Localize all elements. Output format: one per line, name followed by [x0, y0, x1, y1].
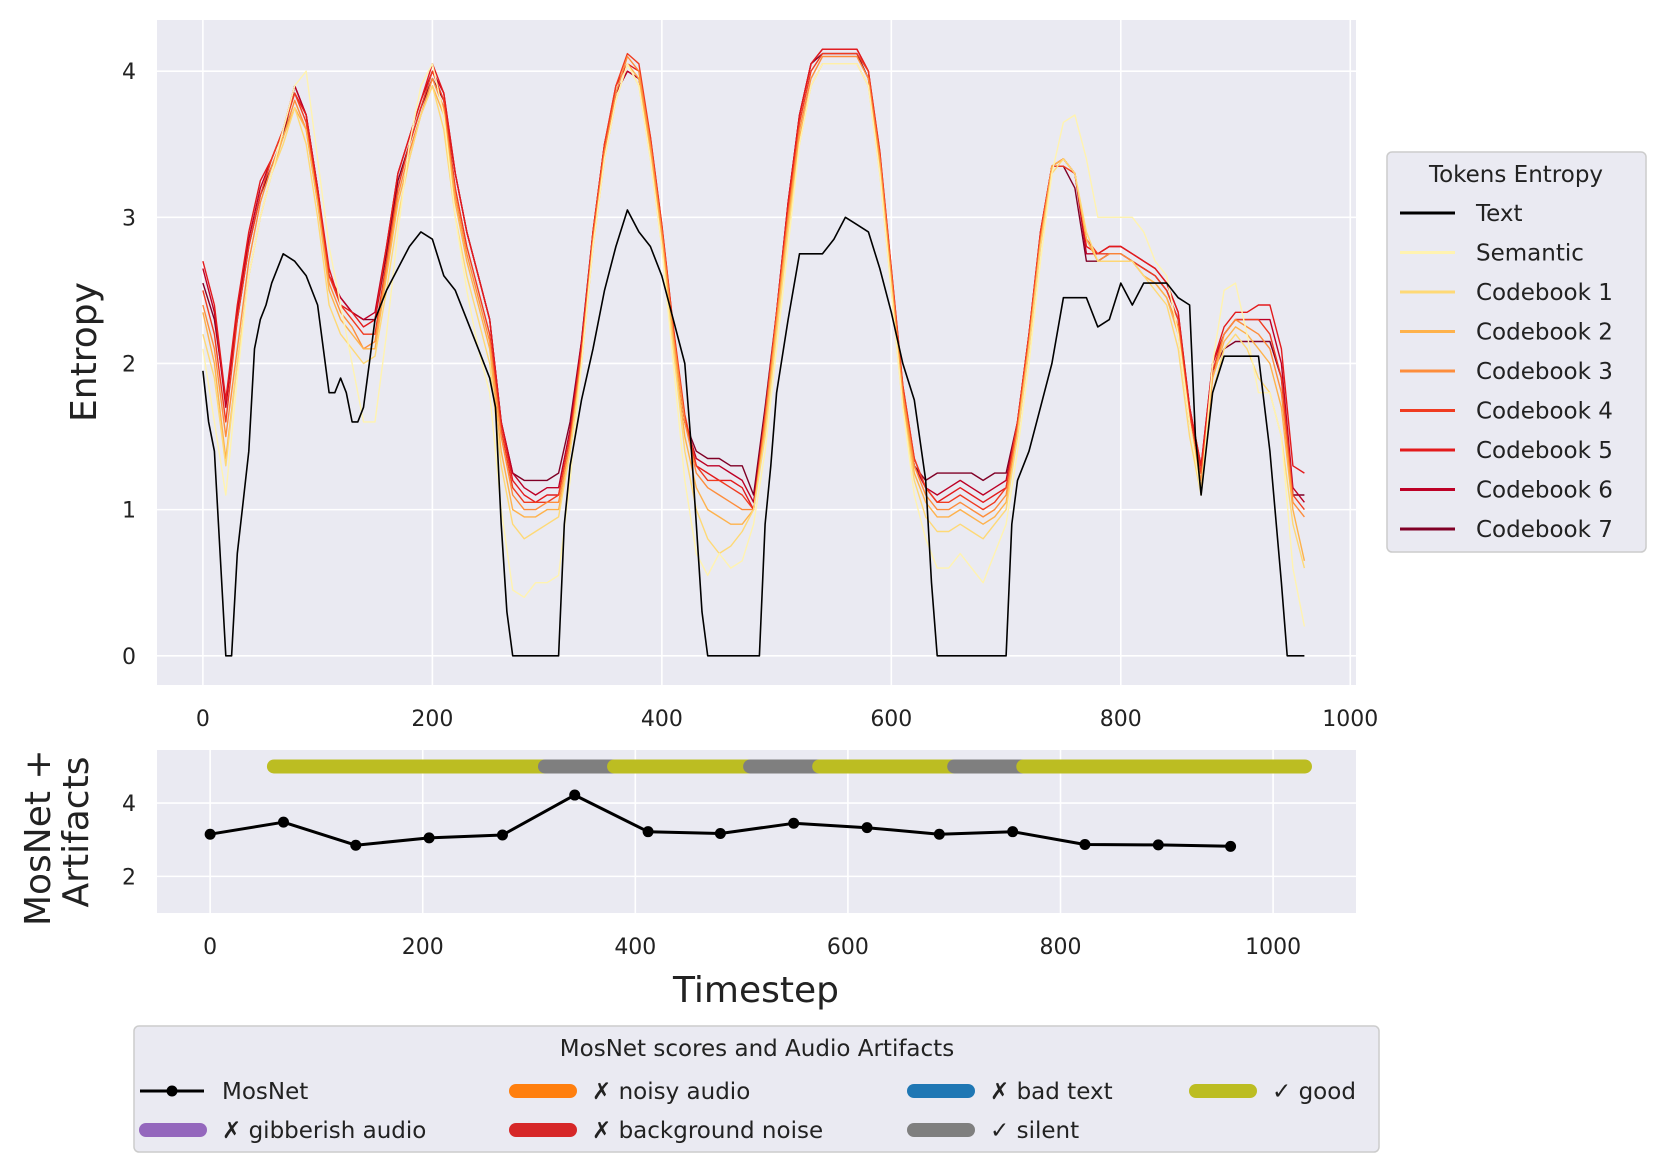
series-line-text [202, 209, 1305, 657]
mosnet-x-ticks: 0 200 400 600 800 1000 [203, 935, 1301, 960]
legend-label-noisy-audio: ✗ noisy audio [592, 1079, 750, 1105]
mosnet-point [569, 789, 581, 801]
legend-label-codebook-3: Codebook 3 [1476, 359, 1613, 385]
tokens-entropy-legend-title: Tokens Entropy [1428, 162, 1603, 188]
entropy-grid [157, 20, 1356, 685]
entropy-lines [202, 48, 1306, 657]
x-axis-label: Timestep [672, 970, 839, 1011]
mosnet-point [1079, 839, 1091, 851]
legend-label-codebook-5: Codebook 5 [1476, 438, 1613, 464]
mosnet-point [714, 828, 726, 840]
entropy-x-tick-label: 800 [1100, 707, 1142, 732]
entropy-x-tick-label: 400 [641, 707, 683, 732]
entropy-y-tick-label: 0 [122, 645, 136, 670]
mosnet-plot-area [157, 750, 1356, 913]
legend-label-bad-text: ✗ bad text [990, 1079, 1113, 1105]
entropy-x-tick-label: 1000 [1322, 707, 1378, 732]
mosnet-y-label: MosNet + Artifacts [18, 738, 97, 926]
entropy-y-tick-label: 3 [122, 206, 136, 231]
mosnet-point [933, 828, 945, 840]
mosnet-artifacts-legend: MosNet scores and Audio Artifacts MosNet… [133, 1025, 1380, 1153]
mosnet-y-ticks: 24 [122, 792, 136, 890]
entropy-x-tick-label: 600 [870, 707, 912, 732]
mosnet-x-tick-label: 1000 [1245, 935, 1301, 960]
entropy-y-label: Entropy [64, 282, 105, 422]
mosnet-x-tick-label: 600 [827, 935, 869, 960]
mosnet-x-tick-label: 400 [614, 935, 656, 960]
mosnet-point [277, 816, 289, 828]
mosnet-point [496, 829, 508, 841]
tokens-entropy-legend-items: Text Semantic Codebook 1 Codebook 2 Codebook… [1400, 201, 1613, 543]
mosnet-point [1152, 839, 1164, 851]
entropy-y-tick-label: 2 [122, 352, 136, 377]
mosnet-x-tick-label: 800 [1040, 935, 1082, 960]
mosnet-point [423, 832, 435, 844]
legend-label-text: Text [1475, 201, 1523, 227]
mosnet-y-tick-label: 4 [122, 792, 136, 817]
series-line-semantic [202, 63, 1306, 627]
entropy-x-ticks: 0 200 400 600 800 1000 [196, 707, 1378, 732]
legend-label-semantic: Semantic [1476, 241, 1584, 267]
mosnet-line [204, 789, 1237, 852]
mosnet-plot: 0 200 400 600 800 1000 24 MosNet + Artifacts … [18, 738, 1356, 1011]
legend-label-mosnet: MosNet [222, 1079, 308, 1105]
entropy-x-tick-label: 0 [196, 707, 210, 732]
legend-label-codebook-6: Codebook 6 [1476, 478, 1613, 504]
mosnet-point [350, 839, 362, 851]
legend-label-background-noise: ✗ background noise [592, 1118, 823, 1144]
mosnet-point [861, 822, 873, 834]
legend-label-codebook-4: Codebook 4 [1476, 399, 1613, 425]
legend-label-codebook-1: Codebook 1 [1476, 280, 1613, 306]
mosnet-grid [157, 750, 1356, 913]
entropy-y-tick-label: 4 [122, 60, 136, 85]
legend-label-good: ✓ good [1272, 1079, 1356, 1105]
mosnet-point [204, 828, 216, 840]
legend-label-codebook-7: Codebook 7 [1476, 517, 1613, 543]
entropy-plot: 0 200 400 600 800 1000 0 1 2 3 4 Entropy [64, 20, 1378, 732]
mosnet-point [1225, 840, 1237, 852]
legend-marker-mosnet [166, 1085, 178, 1097]
legend-label-silent: ✓ silent [990, 1118, 1079, 1144]
mosnet-point [642, 826, 654, 838]
mosnet-artifacts-legend-title: MosNet scores and Audio Artifacts [560, 1036, 954, 1062]
mosnet-point [1007, 826, 1019, 838]
mosnet-x-tick-label: 0 [203, 935, 217, 960]
tokens-entropy-legend: Tokens Entropy Text Semantic Codebook 1 Cod… [1386, 151, 1647, 553]
mosnet-x-tick-label: 200 [402, 935, 444, 960]
legend-label-gibberish-audio: ✗ gibberish audio [222, 1118, 426, 1144]
legend-label-codebook-2: Codebook 2 [1476, 320, 1613, 346]
mosnet-artifacts-legend-box [133, 1025, 1380, 1153]
entropy-y-tick-label: 1 [122, 499, 136, 524]
mosnet-y-tick-label: 2 [122, 865, 136, 890]
entropy-plot-area [157, 20, 1356, 685]
entropy-x-tick-label: 200 [411, 707, 453, 732]
mosnet-y-label-line1: MosNet + [18, 749, 59, 926]
mosnet-point [788, 817, 800, 829]
mosnet-artifacts-legend-items: MosNet ✗ noisy audio ✗ bad text ✓ good ✗ gib… [139, 1079, 1356, 1144]
mosnet-y-label-line2: Artifacts [56, 757, 97, 908]
entropy-y-ticks: 0 1 2 3 4 [122, 60, 136, 670]
